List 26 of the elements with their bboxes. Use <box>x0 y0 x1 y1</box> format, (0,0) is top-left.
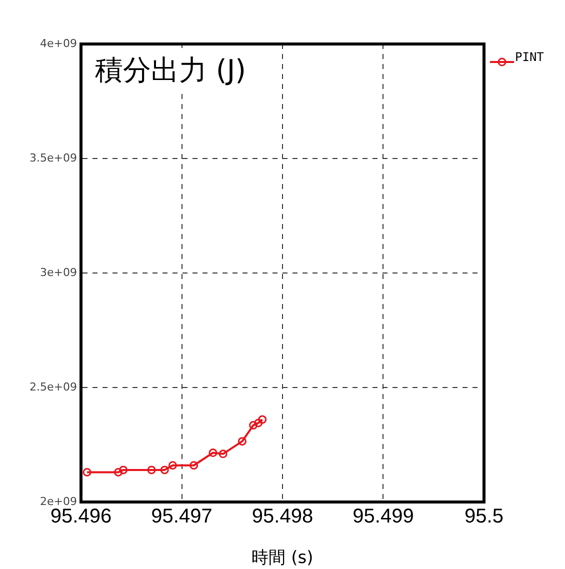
point <box>218 450 228 458</box>
x-tick-label: 95.496 <box>50 506 112 528</box>
y-tick-label: 3e+09 <box>40 266 77 279</box>
point <box>168 461 177 470</box>
point <box>258 415 267 424</box>
point <box>238 437 246 446</box>
point <box>82 468 92 476</box>
y-tick-label: 3.5e+09 <box>30 151 77 164</box>
legend-label: PINT <box>515 50 544 64</box>
y-tick-label: 4e+09 <box>40 36 77 50</box>
point <box>147 466 156 474</box>
x-tick-label: 95.5 <box>464 506 504 528</box>
point <box>119 466 128 474</box>
point <box>254 418 263 428</box>
chart-title: 積分出力 (J) <box>95 53 246 86</box>
x-tick-label: 95.499 <box>352 506 414 528</box>
point <box>114 468 123 476</box>
point <box>160 466 169 474</box>
y-tick-label: 2e+09 <box>40 494 77 508</box>
x-tick-label: 95.497 <box>151 506 212 528</box>
x-tick-label: 95.498 <box>252 506 314 528</box>
point <box>190 461 198 470</box>
point <box>208 448 218 458</box>
point <box>249 421 258 430</box>
x-axis-title: 時間 (s) <box>252 548 314 568</box>
y-tick-label: 2.5e+09 <box>30 380 77 394</box>
